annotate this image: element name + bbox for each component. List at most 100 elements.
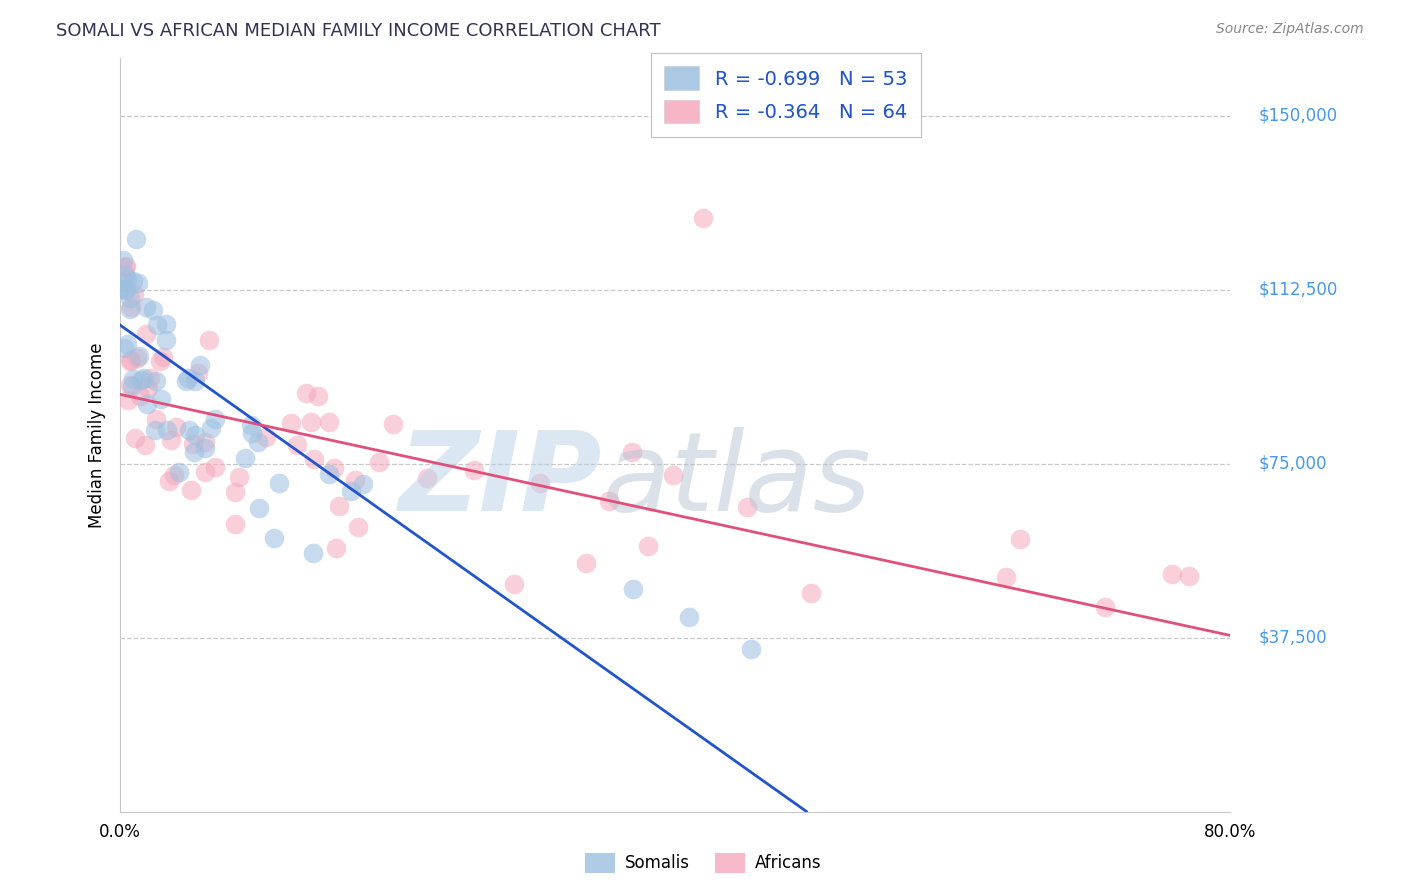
Point: [575, 556, 598, 570]
Point: [621, 444, 644, 458]
Point: [346, 519, 368, 533]
Point: [165, 419, 187, 434]
Point: [180, 483, 202, 498]
Point: [340, 484, 363, 499]
Point: [621, 582, 644, 596]
Point: [145, 411, 167, 425]
Point: [318, 415, 340, 429]
Legend: R = -0.699   N = 53, R = -0.364   N = 64: R = -0.699 N = 53, R = -0.364 N = 64: [651, 53, 921, 137]
Point: [735, 500, 758, 515]
Point: [240, 425, 263, 440]
Point: [121, 378, 143, 392]
Point: [143, 423, 166, 437]
Point: [678, 610, 700, 624]
Point: [117, 392, 139, 407]
Point: [307, 389, 329, 403]
Point: [285, 438, 308, 452]
Point: [994, 570, 1017, 584]
Point: [117, 272, 139, 286]
Point: [174, 374, 197, 388]
Point: [127, 277, 149, 291]
Point: [247, 435, 270, 450]
Point: [197, 333, 219, 347]
Text: ZIP: ZIP: [399, 426, 603, 533]
Point: [112, 341, 135, 355]
Point: [204, 460, 226, 475]
Point: [1178, 568, 1201, 582]
Point: [328, 499, 350, 513]
Point: [183, 444, 205, 458]
Point: [139, 371, 162, 385]
Point: [142, 302, 165, 317]
Point: [352, 477, 374, 491]
Point: [125, 351, 148, 365]
Point: [416, 471, 439, 485]
Point: [155, 317, 177, 331]
Point: [122, 286, 145, 301]
Text: $37,500: $37,500: [1258, 629, 1327, 647]
Point: [111, 275, 134, 289]
Point: [128, 388, 150, 402]
Point: [228, 469, 250, 483]
Text: $150,000: $150,000: [1258, 107, 1337, 125]
Point: [1094, 600, 1116, 615]
Point: [110, 282, 132, 296]
Point: [224, 517, 246, 532]
Point: [156, 424, 179, 438]
Point: [382, 417, 405, 432]
Point: [740, 642, 762, 657]
Point: [152, 350, 174, 364]
Text: SOMALI VS AFRICAN MEDIAN FAMILY INCOME CORRELATION CHART: SOMALI VS AFRICAN MEDIAN FAMILY INCOME C…: [56, 22, 661, 40]
Point: [114, 268, 136, 282]
Point: [162, 467, 184, 482]
Point: [115, 283, 138, 297]
Point: [343, 473, 366, 487]
Point: [145, 374, 167, 388]
Point: [115, 259, 138, 273]
Point: [114, 260, 136, 274]
Y-axis label: Median Family Income: Median Family Income: [87, 343, 105, 527]
Point: [267, 476, 290, 491]
Point: [367, 454, 389, 468]
Point: [135, 397, 157, 411]
Point: [122, 274, 145, 288]
Point: [177, 423, 200, 437]
Point: [302, 451, 325, 466]
Point: [129, 373, 152, 387]
Point: [204, 411, 226, 425]
Point: [183, 374, 205, 388]
Text: Source: ZipAtlas.com: Source: ZipAtlas.com: [1216, 22, 1364, 37]
Point: [125, 232, 148, 246]
Text: $75,000: $75,000: [1258, 455, 1327, 473]
Point: [1161, 567, 1184, 582]
Point: [124, 431, 146, 445]
Point: [301, 546, 323, 560]
Point: [194, 465, 217, 479]
Point: [132, 371, 155, 385]
Point: [135, 327, 157, 342]
Point: [112, 252, 135, 267]
Point: [239, 418, 262, 433]
Point: [122, 372, 145, 386]
Point: [120, 352, 142, 367]
Text: atlas: atlas: [603, 426, 872, 533]
Point: [233, 451, 256, 466]
Point: [247, 501, 270, 516]
Point: [146, 318, 169, 332]
Point: [529, 476, 551, 491]
Point: [120, 377, 142, 392]
Point: [135, 300, 157, 314]
Point: [120, 302, 142, 317]
Point: [463, 463, 485, 477]
Point: [299, 415, 322, 429]
Point: [155, 333, 177, 347]
Point: [295, 386, 318, 401]
Point: [181, 437, 204, 451]
Point: [120, 301, 142, 315]
Point: [280, 416, 302, 430]
Point: [118, 353, 141, 368]
Point: [134, 438, 156, 452]
Point: [325, 541, 347, 555]
Legend: Somalis, Africans: Somalis, Africans: [578, 847, 828, 880]
Point: [254, 430, 277, 444]
